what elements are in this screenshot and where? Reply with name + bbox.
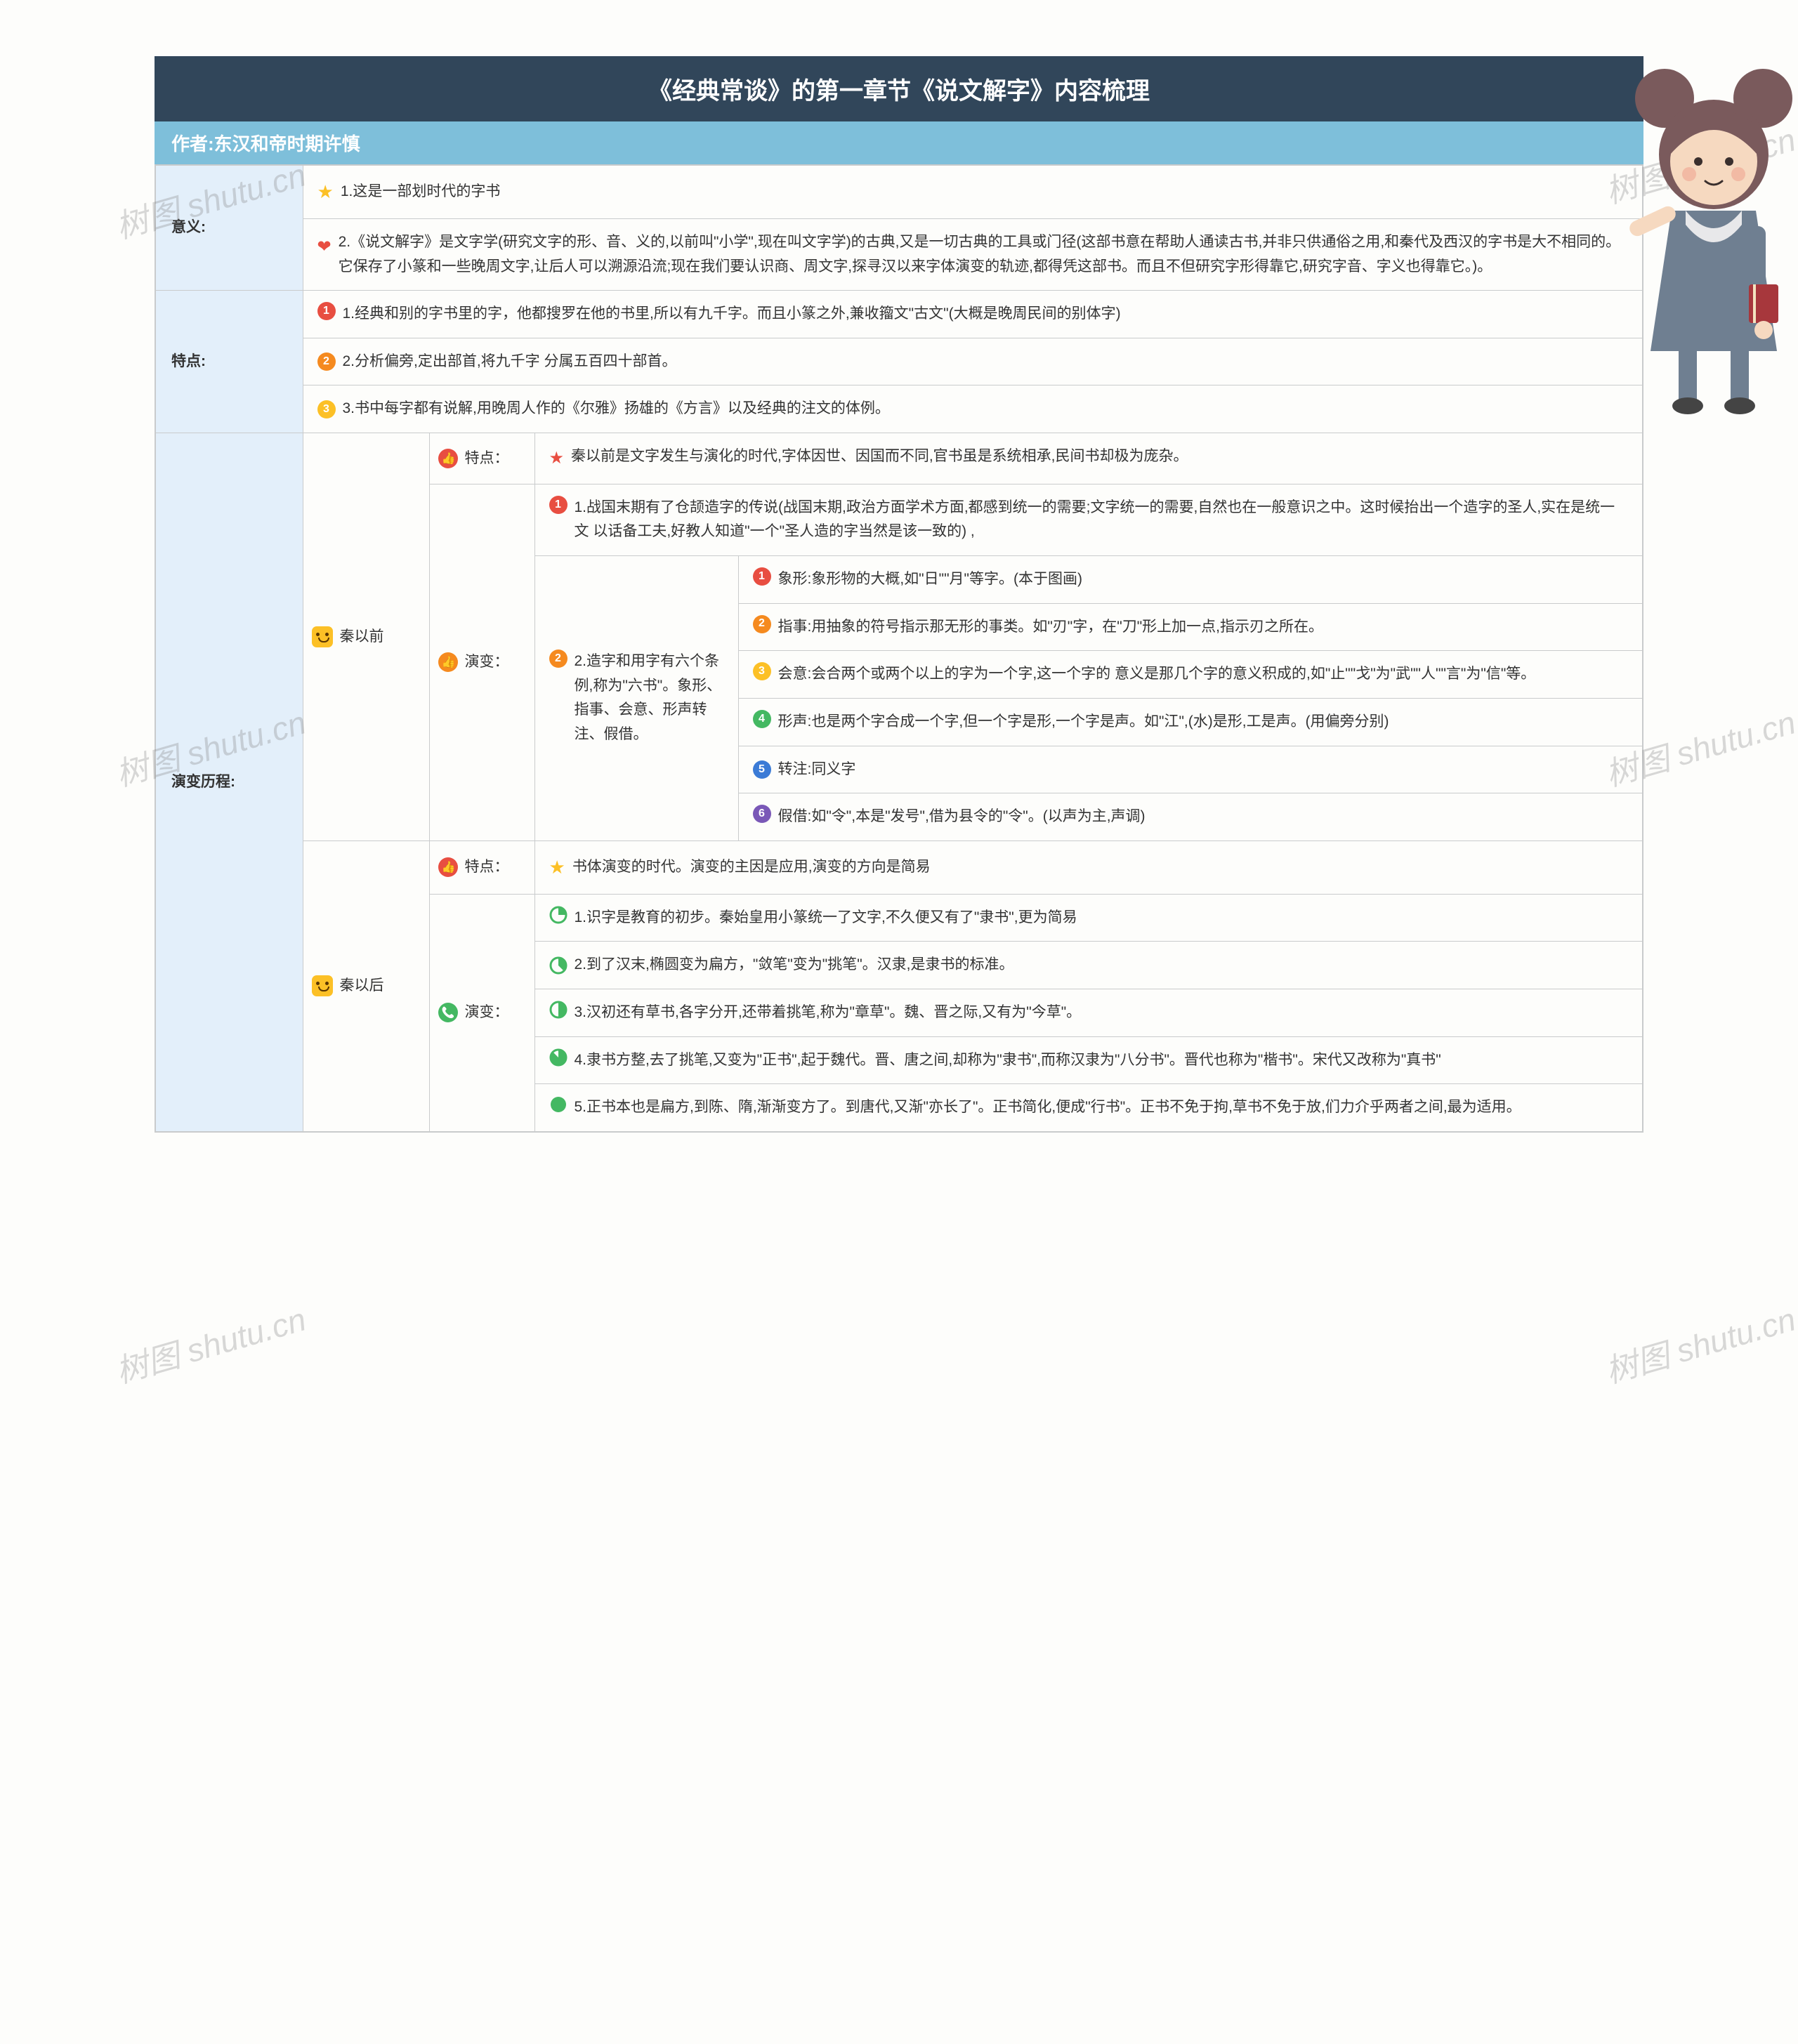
- arc-icon-3: [549, 1001, 567, 1019]
- meaning-item-2: ❤ 2.《说文解字》是文字学(研究文字的形、音、义的,以前叫"小学",现在叫文字…: [317, 230, 1629, 279]
- author-bar: 作者:东汉和帝时期许慎: [155, 121, 1643, 164]
- six-5: 5 转注:同义字: [753, 758, 1629, 782]
- six-6-text: 假借:如"令",本是"发号",借为县令的"令"。(以声为主,声调): [778, 805, 1146, 829]
- feature-item-1-text: 1.经典和别的字书里的字，他都搜罗在他的书里,所以有九千字。而且小篆之外,兼收籀…: [343, 302, 1121, 327]
- preqin-ev-item2: 2 2.造字和用字有六个条例,称为"六书"。象形、指事、会意、形声转注、假借。: [549, 650, 724, 747]
- number-icon-2: 2: [549, 650, 567, 668]
- star-icon: ★: [549, 852, 565, 883]
- post-ev-3: 3.汉初还有草书,各字分开,还带着挑笔,称为"章草"。魏、晋之际,又有为"今草"…: [549, 1001, 1629, 1025]
- arc-icon-5: [549, 1095, 567, 1114]
- feature-item-2: 2 2.分析偏旁,定出部首,将九千字 分属五百四十部首。: [317, 350, 1629, 374]
- feature-item-3-text: 3.书中每字都有说解,用晚周人作的《尔雅》扬雄的《方言》以及经典的注文的体例。: [343, 397, 890, 421]
- preqin-ev-item2-text: 2.造字和用字有六个条例,称为"六书"。象形、指事、会意、形声转注、假借。: [575, 650, 724, 747]
- post-ev-2: 2.到了汉末,椭圆变为扁方，"敛笔"变为"挑笔"。汉隶,是隶书的标准。: [549, 953, 1629, 977]
- six-3: 3 会意:会合两个或两个以上的字为一个字,这一个字的 意义是那几个字的意义积成的…: [753, 662, 1629, 687]
- six-1-text: 象形:象形物的大概,如"日""月"等字。(本于图画): [778, 567, 1082, 592]
- post-ev-4-text: 4.隶书方整,去了挑笔,又变为"正书",起于魏代。晋、唐之间,却称为"隶书",而…: [575, 1048, 1441, 1073]
- preqin-ev-item1-text: 1.战国末期有了仓颉造字的传说(战国末期,政治方面学术方面,都感到统一的需要;文…: [575, 496, 1629, 544]
- emoji-icon: [312, 975, 333, 996]
- main-table: 意义: ★ 1.这是一部划时代的字书 ❤ 2.《说文解字》是文字学(研究文字的形…: [155, 164, 1643, 1133]
- feature-item-2-text: 2.分析偏旁,定出部首,将九千字 分属五百四十部首。: [343, 350, 677, 374]
- title-bar: 《经典常谈》的第一章节《说文解字》内容梳理: [155, 56, 1643, 121]
- number-icon-5: 5: [753, 760, 771, 779]
- preqin-feature-label-text: 特点：: [465, 447, 509, 471]
- post-ev-5: 5.正书本也是扁方,到陈、隋,渐渐变方了。到唐代,又渐"亦长了"。正书简化,便成…: [549, 1095, 1629, 1120]
- thumb-icon: [438, 652, 458, 672]
- postqin-feature-label-text: 特点：: [465, 855, 509, 880]
- meaning-item-2-text: 2.《说文解字》是文字学(研究文字的形、音、义的,以前叫"小学",现在叫文字学)…: [339, 230, 1628, 279]
- six-4-text: 形声:也是两个字合成一个字,但一个字是形,一个字是声。如"江",(水)是形,工是…: [778, 710, 1389, 734]
- section-history-label: 演变历程:: [155, 433, 303, 1132]
- girl-illustration: [1601, 49, 1798, 428]
- postqin-label: 秦以后: [312, 974, 421, 998]
- preqin-feature-content: ★ 秦以前是文字发生与演化的时代,字体因世、因国而不同,官书虽是系统相承,民间书…: [549, 444, 1629, 473]
- six-2: 2 指事:用抽象的符号指示那无形的事类。如"刃"字，在"刀"形上加一点,指示刃之…: [753, 615, 1629, 640]
- six-2-text: 指事:用抽象的符号指示那无形的事类。如"刃"字，在"刀"形上加一点,指示刃之所在…: [778, 615, 1323, 640]
- arc-icon-4: [549, 1048, 567, 1067]
- phone-icon: [438, 1003, 458, 1022]
- six-3-text: 会意:会合两个或两个以上的字为一个字,这一个字的 意义是那几个字的意义积成的,如…: [778, 662, 1536, 687]
- emoji-icon: [312, 626, 333, 647]
- post-ev-4: 4.隶书方整,去了挑笔,又变为"正书",起于魏代。晋、唐之间,却称为"隶书",而…: [549, 1048, 1629, 1073]
- number-icon-1: 1: [753, 567, 771, 586]
- six-1: 1 象形:象形物的大概,如"日""月"等字。(本于图画): [753, 567, 1629, 592]
- thumb-icon: [438, 857, 458, 877]
- number-icon-2: 2: [753, 615, 771, 633]
- post-ev-1-text: 1.识字是教育的初步。秦始皇用小篆统一了文字,不久便又有了"隶书",更为简易: [575, 906, 1077, 930]
- preqin-evolution-label: 演变：: [438, 650, 526, 675]
- feature-item-3: 3 3.书中每字都有说解,用晚周人作的《尔雅》扬雄的《方言》以及经典的注文的体例…: [317, 397, 1629, 421]
- postqin-feature-label: 特点：: [438, 855, 526, 880]
- preqin-evolution-label-text: 演变：: [465, 650, 509, 675]
- postqin-evolution-label-text: 演变：: [465, 1001, 509, 1025]
- preqin-feature-label: 特点：: [438, 447, 526, 471]
- six-5-text: 转注:同义字: [778, 758, 856, 782]
- number-icon-1: 1: [549, 496, 567, 514]
- number-icon-1: 1: [317, 302, 336, 320]
- postqin-evolution-label: 演变：: [438, 1001, 526, 1025]
- heart-icon: ❤: [317, 233, 332, 261]
- six-6: 6 假借:如"令",本是"发号",借为县令的"令"。(以声为主,声调): [753, 805, 1629, 829]
- section-meaning-label: 意义:: [155, 165, 303, 291]
- meaning-item-1: ★ 1.这是一部划时代的字书: [317, 177, 1629, 207]
- thumb-icon: [438, 449, 458, 468]
- post-ev-2-text: 2.到了汉末,椭圆变为扁方，"敛笔"变为"挑笔"。汉隶,是隶书的标准。: [575, 953, 1014, 977]
- post-ev-1: 1.识字是教育的初步。秦始皇用小篆统一了文字,不久便又有了"隶书",更为简易: [549, 906, 1629, 930]
- preqin-label: 秦以前: [312, 625, 421, 650]
- number-icon-4: 4: [753, 710, 771, 728]
- post-ev-3-text: 3.汉初还有草书,各字分开,还带着挑笔,称为"章草"。魏、晋之际,又有为"今草"…: [575, 1001, 1082, 1025]
- number-icon-6: 6: [753, 805, 771, 823]
- preqin-ev-item1: 1 1.战国末期有了仓颉造字的传说(战国末期,政治方面学术方面,都感到统一的需要…: [549, 496, 1629, 544]
- arc-icon-2: [549, 956, 567, 975]
- postqin-feature-content: ★ 书体演变的时代。演变的主因是应用,演变的方向是简易: [549, 852, 1629, 883]
- feature-item-1: 1 1.经典和别的字书里的字，他都搜罗在他的书里,所以有九千字。而且小篆之外,兼…: [317, 302, 1629, 327]
- star-icon: ★: [549, 444, 565, 473]
- postqin-label-text: 秦以后: [340, 974, 384, 998]
- arc-icon-1: [549, 906, 567, 924]
- diagram-root: 树图 shutu.cn 树图 shutu.cn 树图 shutu.cn 树图 s…: [155, 56, 1643, 1133]
- star-icon: ★: [317, 177, 334, 207]
- number-icon-3: 3: [317, 400, 336, 418]
- watermark: 树图 shutu.cn: [1600, 1294, 1798, 1392]
- meaning-item-1-text: 1.这是一部划时代的字书: [341, 180, 501, 204]
- preqin-feature-text: 秦以前是文字发生与演化的时代,字体因世、因国而不同,官书虽是系统相承,民间书却极…: [571, 444, 1188, 469]
- post-ev-5-text: 5.正书本也是扁方,到陈、隋,渐渐变方了。到唐代,又渐"亦长了"。正书简化,便成…: [575, 1095, 1521, 1120]
- watermark: 树图 shutu.cn: [110, 1294, 310, 1392]
- section-feature-label: 特点:: [155, 291, 303, 433]
- postqin-feature-text: 书体演变的时代。演变的主因是应用,演变的方向是简易: [572, 855, 931, 880]
- preqin-label-text: 秦以前: [340, 625, 384, 650]
- number-icon-2: 2: [317, 352, 336, 371]
- number-icon-3: 3: [753, 662, 771, 680]
- six-4: 4 形声:也是两个字合成一个字,但一个字是形,一个字是声。如"江",(水)是形,…: [753, 710, 1629, 734]
